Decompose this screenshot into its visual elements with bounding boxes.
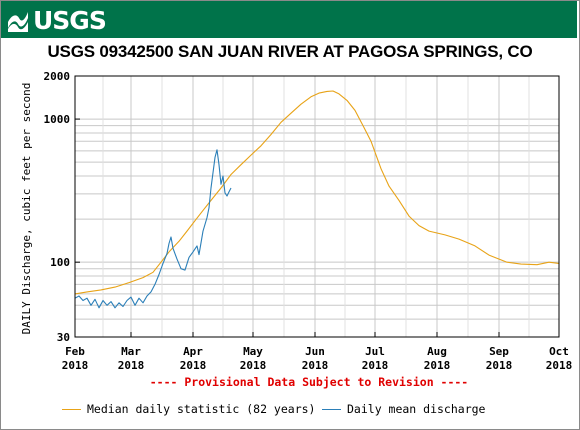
usgs-logo: USGS [7, 5, 107, 35]
y-tick-label: 30 [57, 331, 70, 344]
x-tick-label-month: Mar [121, 345, 141, 358]
x-tick-label-year: 2018 [486, 359, 513, 372]
x-tick-label-year: 2018 [180, 359, 207, 372]
x-tick-label-year: 2018 [62, 359, 89, 372]
x-tick-label-year: 2018 [362, 359, 389, 372]
usgs-logo-wave-icon [8, 12, 28, 32]
usgs-banner: USGS [1, 1, 577, 38]
x-tick-label-month: Aug [427, 345, 447, 358]
x-tick-label-year: 2018 [118, 359, 145, 372]
legend-item-median: Median daily statistic (82 years) [62, 402, 315, 416]
x-tick-label-month: Jun [305, 345, 325, 358]
series-lines [74, 90, 560, 309]
chart-title: USGS 09342500 SAN JUAN RIVER AT PAGOSA S… [47, 42, 533, 61]
legend-swatch-median [62, 408, 81, 410]
y-tick-label: 1000 [44, 113, 71, 126]
x-tick-label-year: 2018 [240, 359, 267, 372]
x-tick-label-month: Sep [489, 345, 509, 358]
legend-label-median: Median daily statistic (82 years) [87, 402, 316, 416]
x-tick-label-year: 2018 [546, 359, 573, 372]
legend-label-mean: Daily mean discharge [347, 402, 486, 416]
y-tick-label: 100 [50, 256, 70, 269]
x-tick-label-year: 2018 [424, 359, 451, 372]
x-tick-label-month: Jul [365, 345, 385, 358]
x-tick-label-month: Apr [183, 345, 203, 358]
legend-swatch-mean [322, 408, 341, 410]
plot-area-border [74, 75, 560, 338]
x-tick-label-month: May [243, 345, 263, 358]
usgs-logo-text: USGS [33, 5, 107, 35]
legend-item-mean: Daily mean discharge [322, 402, 485, 416]
series-line-median [74, 90, 560, 295]
x-tick-label-month: Feb [65, 345, 85, 358]
y-tick-label: 2000 [44, 70, 71, 83]
x-tick-label-month: Oct [549, 345, 569, 358]
axis-ticks: 3010010002000Feb2018Mar2018Apr2018May201… [44, 70, 573, 372]
series-line-daily-mean [74, 149, 232, 309]
y-axis-label: DAILY Discharge, cubic feet per second [20, 83, 33, 335]
provisional-note: ---- Provisional Data Subject to Revisio… [149, 375, 469, 389]
grid-lines [74, 75, 560, 338]
x-tick-label-year: 2018 [302, 359, 329, 372]
